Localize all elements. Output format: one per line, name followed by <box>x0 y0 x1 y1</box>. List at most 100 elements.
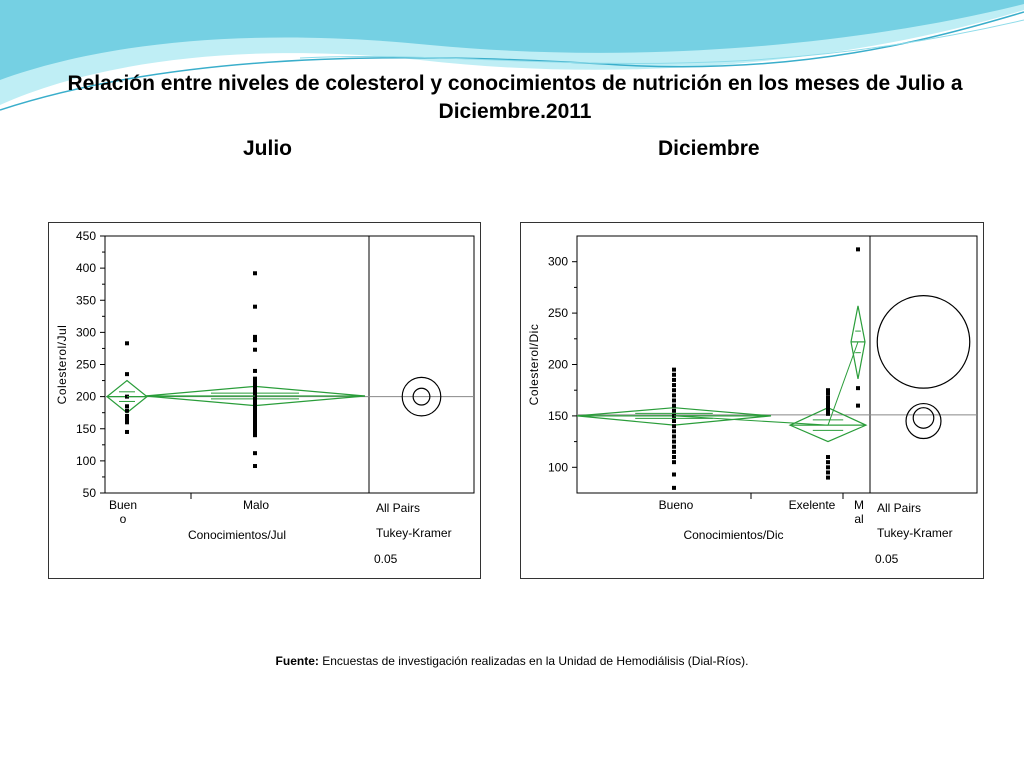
y-tick-label: 450 <box>76 229 96 243</box>
plot-frame <box>576 235 978 494</box>
data-point <box>125 420 129 425</box>
y-tick-label: 300 <box>76 325 96 339</box>
data-point <box>672 439 676 444</box>
data-point <box>125 341 129 346</box>
comparison-label-alpha: 0.05 <box>875 552 899 566</box>
data-point <box>826 398 830 403</box>
data-point <box>253 378 257 383</box>
mean-connector <box>126 395 256 398</box>
comparison-label-all-pairs: All Pairs <box>877 501 921 515</box>
chart-julio: 50 100 150 200 250 300 350 400 450 Colesterol/Jul… <box>55 229 475 566</box>
data-point <box>856 247 860 252</box>
data-point <box>672 460 676 465</box>
source-text: Encuestas de investigación realizadas en… <box>322 654 749 668</box>
data-point <box>125 404 129 409</box>
wave-fill-dark <box>0 0 1024 80</box>
data-point <box>253 271 257 276</box>
data-point <box>125 372 129 377</box>
data-point <box>672 424 676 429</box>
data-point <box>826 403 830 408</box>
data-point <box>826 460 830 465</box>
data-point <box>826 388 830 393</box>
data-point <box>253 426 257 431</box>
data-point <box>672 472 676 477</box>
data-point <box>253 404 257 409</box>
page-title: Relación entre niveles de colesterol y c… <box>67 72 963 123</box>
y-axis-label: Colesterol/Dic <box>527 324 541 406</box>
comparison-circle <box>412 387 431 406</box>
mean-connector <box>673 415 829 426</box>
x-category-label: M <box>854 498 864 512</box>
data-point <box>253 407 257 412</box>
data-point <box>826 391 830 396</box>
data-point <box>253 410 257 415</box>
data-point <box>125 429 129 434</box>
y-tick-label: 100 <box>548 460 568 474</box>
data-point <box>253 429 257 434</box>
data-point <box>253 420 257 425</box>
x-category-label: Buen <box>109 498 137 512</box>
y-tick-label: 100 <box>76 454 96 468</box>
subtitle-julio: Julio <box>243 137 293 160</box>
y-tick-label: 200 <box>76 390 96 404</box>
data-point <box>672 377 676 382</box>
wave-line-2 <box>299 19 1024 64</box>
y-tick-label: 350 <box>76 293 96 307</box>
data-point <box>672 383 676 388</box>
data-point <box>672 398 676 403</box>
y-tick-label: 150 <box>76 422 96 436</box>
data-point <box>672 449 676 454</box>
data-point <box>826 465 830 470</box>
mean-connector <box>827 341 859 426</box>
data-point <box>826 455 830 460</box>
data-point <box>125 413 129 418</box>
chart-panel-diciembre: 100 150 200 250 300 Colesterol/Dic Bueno Exelen… <box>520 222 984 579</box>
y-tick-label: 300 <box>548 255 568 269</box>
x-category-label: Malo <box>243 498 269 512</box>
x-axis-label: Conocimientos/Dic <box>683 528 783 542</box>
data-point <box>253 338 257 343</box>
data-point <box>253 423 257 428</box>
data-point <box>125 408 129 413</box>
data-point <box>672 408 676 413</box>
comparison-circle <box>912 407 935 429</box>
data-point <box>672 372 676 377</box>
x-category-label: Bueno <box>659 498 694 512</box>
data-point <box>672 444 676 449</box>
data-point <box>856 403 860 408</box>
data-point <box>253 451 257 456</box>
data-point <box>253 401 257 406</box>
data-point <box>253 388 257 393</box>
data-point <box>253 368 257 373</box>
data-point <box>826 408 830 413</box>
data-point <box>826 475 830 480</box>
y-tick-label: 250 <box>76 358 96 372</box>
comparison-label-all-pairs: All Pairs <box>376 501 420 515</box>
data-point <box>253 381 257 386</box>
data-point <box>672 388 676 393</box>
chart-diciembre: 100 150 200 250 300 Colesterol/Dic Bueno Exelen… <box>527 235 978 566</box>
data-point <box>253 464 257 469</box>
data-point <box>826 395 830 400</box>
data-point <box>253 417 257 422</box>
y-tick-label: 150 <box>548 409 568 423</box>
data-point <box>253 334 257 339</box>
comparison-label-alpha: 0.05 <box>374 552 398 566</box>
y-axis-label: Colesterol/Jul <box>55 325 69 405</box>
data-point <box>672 393 676 398</box>
data-point <box>253 397 257 402</box>
subtitle-diciembre: Diciembre <box>658 137 760 160</box>
comparison-circle <box>905 402 942 440</box>
header-wave-decoration <box>0 0 1024 111</box>
data-point <box>125 417 129 422</box>
y-tick-label: 250 <box>548 306 568 320</box>
comparison-label-tukey: Tukey-Kramer <box>376 526 452 540</box>
y-tick-label: 200 <box>548 358 568 372</box>
y-tick-label: 400 <box>76 261 96 275</box>
data-point <box>672 455 676 460</box>
data-point <box>856 386 860 391</box>
x-category-label: Exelente <box>789 498 836 512</box>
comparison-circle <box>401 376 442 417</box>
data-point <box>826 405 830 410</box>
x-category-label: o <box>120 512 127 526</box>
